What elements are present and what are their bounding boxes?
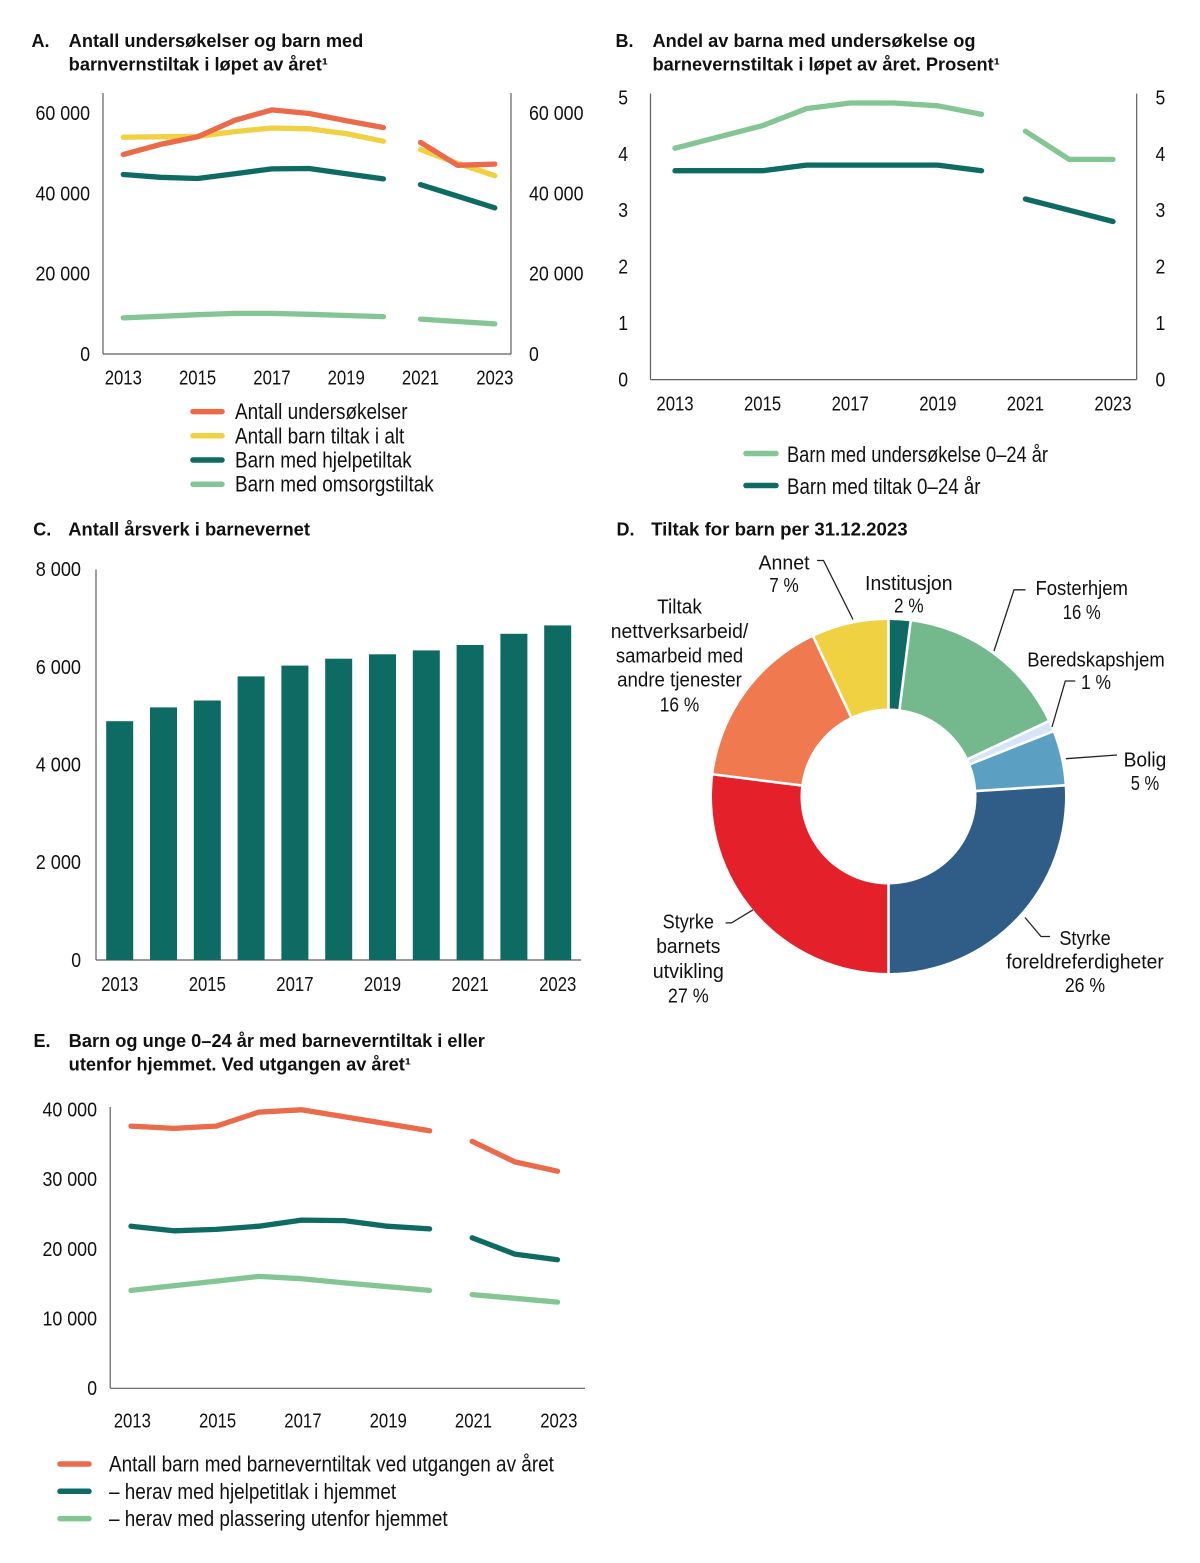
svg-text:nettverksarbeid/: nettverksarbeid/	[611, 621, 749, 643]
svg-text:Andel av barna med undersøkels: Andel av barna med undersøkelse og	[653, 31, 976, 51]
svg-text:Fosterhjem: Fosterhjem	[1035, 578, 1128, 600]
svg-text:2017: 2017	[253, 368, 290, 390]
svg-text:7 %: 7 %	[769, 575, 799, 597]
svg-text:2023: 2023	[1094, 394, 1131, 416]
svg-text:2017: 2017	[276, 974, 313, 996]
svg-text:0: 0	[1156, 370, 1166, 392]
svg-text:2021: 2021	[1007, 394, 1044, 416]
svg-text:30 000: 30 000	[43, 1169, 98, 1191]
svg-text:Barn og unge 0–24 år med barne: Barn og unge 0–24 år med barneverntiltak…	[69, 1031, 485, 1051]
svg-text:barnvernstiltak i løpet av åre: barnvernstiltak i løpet av året¹	[69, 55, 328, 75]
svg-text:Styrke: Styrke	[663, 912, 714, 934]
svg-text:5: 5	[1156, 87, 1166, 109]
svg-text:B.: B.	[616, 31, 634, 51]
svg-text:2013: 2013	[656, 394, 693, 416]
svg-text:2021: 2021	[455, 1411, 492, 1433]
svg-text:Antall årsverk i barnevernet: Antall årsverk i barnevernet	[68, 520, 310, 540]
svg-text:Beredskapshjem: Beredskapshjem	[1027, 649, 1164, 671]
svg-text:Antall undersøkelser og barn m: Antall undersøkelser og barn med	[69, 31, 364, 51]
svg-text:2015: 2015	[744, 394, 781, 416]
svg-text:60 000: 60 000	[36, 103, 91, 125]
svg-text:Barn med undersøkelse 0–24 år: Barn med undersøkelse 0–24 år	[787, 442, 1048, 467]
svg-text:6 000: 6 000	[36, 657, 81, 679]
svg-text:2: 2	[618, 257, 628, 279]
svg-text:2023: 2023	[540, 1411, 577, 1433]
svg-text:Tiltak for barn per 31.12.2023: Tiltak for barn per 31.12.2023	[651, 520, 908, 540]
svg-text:2023: 2023	[539, 974, 576, 996]
svg-text:Antall undersøkelser: Antall undersøkelser	[235, 399, 408, 424]
svg-text:Antall barn med barneverntilta: Antall barn med barneverntiltak ved utga…	[109, 1452, 554, 1477]
svg-text:2015: 2015	[199, 1411, 236, 1433]
svg-text:20 000: 20 000	[529, 264, 584, 286]
svg-text:40 000: 40 000	[36, 183, 91, 205]
svg-text:Barn med tiltak 0–24 år: Barn med tiltak 0–24 år	[787, 474, 981, 499]
svg-text:2015: 2015	[189, 974, 226, 996]
svg-text:2017: 2017	[284, 1411, 321, 1433]
svg-text:2013: 2013	[105, 368, 142, 390]
svg-text:26 %: 26 %	[1065, 975, 1105, 997]
svg-text:2023: 2023	[476, 368, 513, 390]
svg-text:2015: 2015	[179, 368, 216, 390]
svg-text:D.: D.	[617, 520, 635, 540]
svg-text:2: 2	[1156, 257, 1166, 279]
svg-text:3: 3	[1156, 200, 1166, 222]
svg-text:barnets: barnets	[656, 936, 720, 958]
svg-text:2 %: 2 %	[894, 596, 924, 618]
svg-text:barnevernstiltak i løpet av år: barnevernstiltak i løpet av året. Prosen…	[653, 55, 1000, 75]
svg-text:3: 3	[618, 200, 628, 222]
svg-text:40 000: 40 000	[43, 1100, 98, 1122]
svg-text:2017: 2017	[832, 394, 869, 416]
svg-text:A.: A.	[32, 31, 50, 51]
svg-text:0: 0	[71, 950, 81, 972]
svg-text:0: 0	[529, 344, 539, 366]
svg-text:10 000: 10 000	[43, 1308, 98, 1330]
svg-text:5 %: 5 %	[1131, 773, 1160, 795]
svg-text:foreldreferdigheter: foreldreferdigheter	[1006, 952, 1164, 974]
svg-text:40 000: 40 000	[529, 183, 584, 205]
svg-text:1: 1	[618, 313, 628, 335]
svg-text:20 000: 20 000	[36, 264, 91, 286]
svg-text:samarbeid med: samarbeid med	[616, 646, 743, 668]
svg-text:16 %: 16 %	[1063, 602, 1101, 624]
svg-text:2019: 2019	[328, 368, 365, 390]
svg-text:0: 0	[80, 344, 90, 366]
svg-text:2 000: 2 000	[36, 852, 81, 874]
svg-text:Institusjon: Institusjon	[865, 573, 953, 595]
svg-text:Bolig: Bolig	[1124, 750, 1167, 772]
svg-text:utvikling: utvikling	[653, 961, 724, 983]
svg-text:5: 5	[618, 87, 628, 109]
svg-text:20 000: 20 000	[43, 1239, 98, 1261]
svg-text:Barn med omsorgstiltak: Barn med omsorgstiltak	[235, 472, 435, 497]
svg-text:– herav med hjelpetitlak i hje: – herav med hjelpetitlak i hjemmet	[109, 1479, 396, 1504]
svg-text:4 000: 4 000	[36, 755, 81, 777]
svg-text:4: 4	[1156, 144, 1166, 166]
svg-text:27 %: 27 %	[668, 986, 709, 1008]
svg-text:Annet: Annet	[759, 553, 810, 575]
svg-text:utenfor hjemmet. Ved utgangen: utenfor hjemmet. Ved utgangen av året¹	[69, 1055, 411, 1075]
svg-text:Tiltak: Tiltak	[657, 596, 703, 618]
svg-text:2019: 2019	[919, 394, 956, 416]
svg-text:Barn med hjelpetiltak: Barn med hjelpetiltak	[235, 448, 413, 473]
svg-text:andre tjenester: andre tjenester	[617, 670, 742, 692]
svg-text:2021: 2021	[402, 368, 439, 390]
svg-text:– herav med plassering utenfor: – herav med plassering utenfor hjemmet	[109, 1506, 448, 1531]
svg-text:60 000: 60 000	[529, 103, 584, 125]
svg-text:16 %: 16 %	[660, 694, 700, 716]
svg-text:1 %: 1 %	[1081, 672, 1111, 694]
svg-text:Antall barn tiltak i alt: Antall barn tiltak i alt	[235, 423, 404, 448]
svg-text:2019: 2019	[364, 974, 401, 996]
svg-text:2013: 2013	[114, 1411, 151, 1433]
svg-text:C.: C.	[33, 520, 51, 540]
svg-text:8 000: 8 000	[36, 559, 81, 581]
svg-text:4: 4	[618, 144, 628, 166]
svg-text:2019: 2019	[370, 1411, 407, 1433]
svg-text:1: 1	[1156, 313, 1166, 335]
svg-text:0: 0	[618, 370, 628, 392]
svg-text:0: 0	[87, 1378, 97, 1400]
svg-text:E.: E.	[34, 1031, 51, 1051]
svg-text:Styrke: Styrke	[1059, 928, 1110, 950]
svg-text:2021: 2021	[452, 974, 489, 996]
svg-text:2013: 2013	[101, 974, 138, 996]
